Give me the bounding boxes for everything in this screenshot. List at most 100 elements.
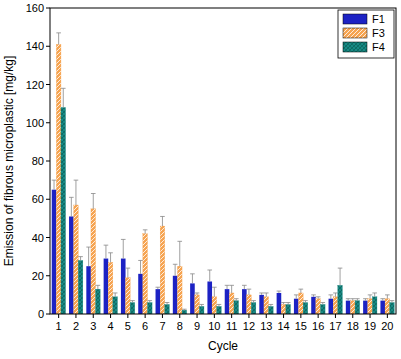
error-bar (126, 268, 131, 278)
bar (311, 297, 316, 314)
error-bar (350, 299, 355, 301)
error-bar (264, 293, 269, 297)
error-bar (299, 289, 304, 293)
y-tick-label: 140 (26, 40, 44, 52)
x-tick (335, 314, 336, 318)
error-bar (234, 299, 239, 301)
bar (104, 259, 109, 314)
bar (251, 303, 256, 314)
bar (199, 306, 204, 314)
y-tick (46, 314, 50, 315)
bar (52, 190, 57, 314)
error-bar (190, 274, 195, 284)
error-bar (355, 299, 360, 301)
bars (52, 33, 395, 314)
x-tick-label: 14 (277, 320, 289, 332)
x-tick-label: 10 (208, 320, 220, 332)
bar (165, 304, 170, 314)
error-bar (165, 303, 170, 305)
bar (56, 44, 61, 314)
bar (177, 266, 182, 314)
bar (86, 266, 91, 314)
bar (143, 234, 148, 314)
bar (113, 297, 118, 314)
error-bar (329, 295, 334, 299)
y-tick (46, 161, 50, 162)
x-tick (110, 314, 111, 318)
bar (303, 303, 308, 314)
x-tick (58, 314, 59, 318)
bar (212, 297, 217, 314)
error-bar (74, 180, 79, 205)
error-bar (121, 239, 126, 258)
x-tick-label: 5 (125, 320, 131, 332)
bar (269, 306, 274, 314)
error-bar (303, 301, 308, 303)
error-bar (78, 257, 83, 261)
bar (320, 304, 325, 314)
y-tick (46, 237, 50, 238)
bar (277, 293, 282, 314)
x-tick-label: 4 (107, 320, 113, 332)
error-bar (130, 301, 135, 303)
x-tick-label: 11 (226, 320, 237, 332)
bar (234, 301, 239, 314)
error-bar (217, 304, 222, 306)
bar (316, 299, 321, 314)
error-bar (368, 295, 373, 299)
x-tick-label: 1 (56, 320, 62, 332)
error-bar (52, 180, 57, 190)
y-tick-label: 120 (26, 79, 44, 91)
x-axis-label: Cycle (208, 339, 238, 353)
x-tick-label: 19 (364, 320, 376, 332)
y-tick (46, 46, 50, 47)
x-tick-label: 17 (329, 320, 341, 332)
legend-label: F4 (372, 41, 385, 53)
bar (368, 299, 373, 314)
error-bar (311, 295, 316, 297)
error-bar (156, 287, 161, 289)
error-bar (385, 295, 390, 299)
x-tick-label: 2 (73, 320, 79, 332)
x-tick (352, 314, 353, 318)
error-bar (338, 268, 343, 285)
error-bar (320, 303, 325, 305)
bar (229, 293, 234, 314)
bar (385, 299, 390, 314)
bar (96, 289, 101, 314)
error-bar (91, 194, 96, 209)
legend-swatch (343, 42, 367, 52)
x-tick-label: 8 (177, 320, 183, 332)
chart: 0204060801001201401601234567891011121314… (0, 0, 401, 359)
y-tick-label: 40 (32, 232, 44, 244)
x-tick (318, 314, 319, 318)
bar (281, 304, 286, 314)
y-tick-label: 20 (32, 270, 44, 282)
bar (69, 216, 74, 314)
bar (355, 301, 360, 314)
error-bar (247, 289, 252, 295)
error-bar (147, 301, 152, 303)
bar (147, 303, 152, 314)
bar (156, 289, 161, 314)
y-tick (46, 199, 50, 200)
error-bar (56, 33, 61, 44)
error-bar (199, 304, 204, 306)
bar (173, 276, 178, 314)
bar (195, 295, 200, 314)
error-bar (333, 293, 338, 297)
legend-box (338, 10, 394, 58)
error-bar (390, 301, 395, 303)
x-tick (127, 314, 128, 318)
bar (242, 289, 247, 314)
error-bar (86, 247, 91, 266)
error-bar (104, 245, 109, 258)
x-tick-label: 16 (312, 320, 324, 332)
error-bar (138, 260, 143, 273)
y-tick-label: 100 (26, 117, 44, 129)
error-bar (207, 270, 212, 281)
error-bar (160, 216, 165, 226)
x-tick-label: 18 (347, 320, 359, 332)
error-bar (173, 264, 178, 275)
bar (294, 299, 299, 314)
